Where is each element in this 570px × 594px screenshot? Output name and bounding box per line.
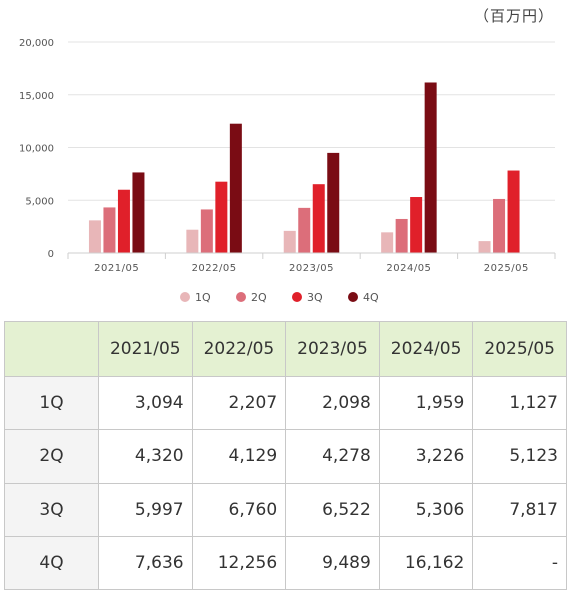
x-tick-label: 2022/05 [192, 263, 237, 274]
legend-marker [236, 292, 246, 302]
table-cell: 7,636 [98, 535, 193, 591]
bar-1q [186, 229, 199, 253]
table-cell: 5,123 [472, 429, 567, 484]
table-cell: 5,997 [98, 482, 193, 537]
legend-marker [180, 292, 190, 302]
x-tick-label: 2023/05 [289, 263, 334, 274]
bar-2q [298, 207, 311, 253]
table-row: 3Q 5,997 6,760 6,522 5,306 7,817 [4, 482, 567, 537]
chart-bars [88, 82, 520, 253]
table-row: 4Q 7,636 12,256 9,489 16,162 - [4, 535, 567, 591]
row-label: 2Q [4, 429, 99, 484]
legend-label: 2Q [251, 291, 267, 304]
chart-grid [68, 41, 555, 201]
data-table: 2021/05 2022/05 2023/05 2024/05 2025/05 … [4, 321, 567, 591]
bar-3q [410, 197, 423, 253]
table-cell: - [472, 535, 567, 591]
table-cell: 16,162 [378, 535, 474, 591]
table-row: 1Q 3,094 2,207 2,098 1,959 1,127 [4, 375, 567, 431]
column-header: 2023/05 [285, 321, 380, 377]
bar-3q [117, 189, 130, 253]
bar-2q [493, 198, 506, 253]
table-cell: 6,760 [191, 482, 287, 537]
legend-label: 3Q [307, 291, 323, 304]
column-header: 2024/05 [378, 321, 474, 377]
row-label: 4Q [4, 535, 99, 591]
table-header-row: 2021/05 2022/05 2023/05 2024/05 2025/05 [4, 321, 567, 377]
table-cell: 7,817 [472, 482, 567, 537]
bar-4q [132, 172, 145, 253]
table-cell: 3,226 [378, 429, 474, 484]
table-cell: 4,278 [285, 429, 380, 484]
column-header: 2025/05 [472, 321, 567, 377]
bar-1q [88, 220, 101, 253]
bar-1q [381, 232, 394, 253]
column-header: 2021/05 [98, 321, 193, 377]
table-cell: 4,129 [191, 429, 287, 484]
table-row: 2Q 4,320 4,129 4,278 3,226 5,123 [4, 429, 567, 484]
table-cell: 5,306 [378, 482, 474, 537]
x-tick-label: 2025/05 [484, 263, 529, 274]
bar-4q [229, 123, 242, 253]
y-tick-label: 10,000 [19, 144, 54, 155]
table-cell: 2,098 [285, 375, 380, 431]
x-tick-label: 2021/05 [94, 263, 139, 274]
row-label: 1Q [4, 375, 99, 431]
chart-legend: 1Q 2Q 3Q 4Q [180, 291, 379, 304]
table-cell: 1,127 [472, 375, 567, 431]
y-tick-label: 20,000 [19, 38, 54, 49]
table-cell: 4,320 [98, 429, 193, 484]
y-tick-label: 5,000 [25, 196, 54, 207]
table-cell: 6,522 [285, 482, 380, 537]
table-cell: 9,489 [285, 535, 380, 591]
x-tick-label: 2024/05 [386, 263, 431, 274]
column-header: 2022/05 [191, 321, 287, 377]
legend-marker [348, 292, 358, 302]
legend-label: 4Q [363, 291, 379, 304]
legend-label: 1Q [195, 291, 211, 304]
bar-3q [215, 181, 228, 253]
legend-marker [292, 292, 302, 302]
table-cell: 2,207 [191, 375, 287, 431]
table-cell: 3,094 [98, 375, 193, 431]
bar-3q [507, 170, 520, 253]
bar-2q [200, 209, 213, 253]
bar-3q [312, 184, 325, 253]
table-corner [4, 321, 99, 377]
bar-1q [283, 230, 296, 253]
bar-2q [395, 218, 408, 253]
bar-2q [103, 207, 116, 253]
y-tick-label: 15,000 [19, 91, 54, 102]
y-axis: 0 5,000 10,000 15,000 20,000 [19, 38, 54, 260]
bar-4q [424, 82, 437, 253]
table-cell: 12,256 [191, 535, 287, 591]
x-axis: 2021/05 2022/05 2023/05 2024/05 2025/05 [67, 252, 556, 274]
unit-label: （百万円） [473, 7, 554, 25]
bar-1q [478, 241, 491, 253]
table-cell: 1,959 [378, 375, 474, 431]
bar-4q [327, 152, 340, 253]
y-tick-label: 0 [48, 249, 54, 260]
row-label: 3Q [4, 482, 99, 537]
